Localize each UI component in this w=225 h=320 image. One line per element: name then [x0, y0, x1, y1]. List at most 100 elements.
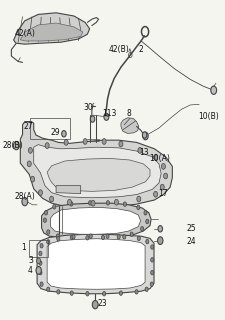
- Circle shape: [145, 239, 148, 244]
- Text: 4: 4: [28, 266, 33, 275]
- Circle shape: [114, 199, 118, 205]
- Circle shape: [150, 245, 153, 249]
- Circle shape: [102, 139, 106, 144]
- Circle shape: [119, 291, 122, 295]
- Circle shape: [52, 204, 56, 209]
- Circle shape: [163, 173, 167, 179]
- Circle shape: [70, 202, 72, 206]
- Circle shape: [157, 226, 162, 232]
- Circle shape: [44, 211, 47, 215]
- Polygon shape: [120, 118, 138, 133]
- Polygon shape: [50, 207, 140, 234]
- Circle shape: [67, 199, 71, 205]
- Circle shape: [140, 227, 143, 231]
- Circle shape: [56, 234, 59, 238]
- Text: 29: 29: [50, 128, 60, 137]
- Circle shape: [210, 86, 216, 94]
- Text: 17: 17: [158, 189, 167, 198]
- Polygon shape: [37, 234, 153, 294]
- Circle shape: [27, 161, 31, 167]
- Text: 30: 30: [83, 103, 93, 112]
- Circle shape: [45, 143, 49, 148]
- Circle shape: [130, 232, 133, 236]
- Circle shape: [36, 258, 40, 264]
- Text: 42(B): 42(B): [108, 45, 128, 54]
- Circle shape: [47, 230, 50, 234]
- Text: 24: 24: [186, 237, 195, 246]
- Text: 28(B): 28(B): [2, 141, 23, 150]
- Circle shape: [150, 270, 153, 275]
- Circle shape: [83, 139, 87, 144]
- Text: 13: 13: [139, 148, 149, 156]
- Circle shape: [118, 141, 122, 147]
- Circle shape: [39, 270, 42, 275]
- Text: 25: 25: [186, 224, 195, 233]
- Circle shape: [144, 287, 148, 292]
- Circle shape: [153, 155, 157, 160]
- Circle shape: [70, 291, 73, 295]
- Polygon shape: [56, 186, 80, 194]
- Circle shape: [161, 164, 165, 169]
- Circle shape: [28, 148, 32, 153]
- Circle shape: [106, 201, 109, 205]
- Circle shape: [49, 196, 53, 202]
- Text: 113: 113: [102, 109, 116, 118]
- Circle shape: [56, 290, 60, 294]
- Circle shape: [40, 282, 43, 286]
- Circle shape: [122, 235, 125, 239]
- Circle shape: [136, 196, 140, 202]
- Text: 8: 8: [126, 109, 130, 118]
- Circle shape: [142, 132, 148, 140]
- Circle shape: [145, 219, 148, 224]
- Bar: [29, 240, 48, 257]
- Circle shape: [30, 176, 34, 182]
- Circle shape: [88, 201, 91, 205]
- Circle shape: [47, 240, 50, 244]
- Circle shape: [106, 234, 109, 238]
- Text: 42(A): 42(A): [14, 29, 35, 38]
- Text: 10(A): 10(A): [149, 154, 170, 163]
- Circle shape: [43, 218, 46, 222]
- Circle shape: [40, 244, 43, 248]
- Circle shape: [72, 235, 75, 239]
- Polygon shape: [34, 145, 160, 198]
- Text: 27: 27: [23, 122, 33, 131]
- Circle shape: [104, 113, 108, 120]
- Circle shape: [137, 236, 140, 241]
- Polygon shape: [47, 158, 149, 191]
- Circle shape: [137, 148, 141, 153]
- Polygon shape: [20, 23, 83, 41]
- Circle shape: [136, 205, 139, 210]
- Circle shape: [153, 191, 157, 197]
- Circle shape: [90, 200, 94, 206]
- Circle shape: [150, 282, 153, 286]
- Text: 23: 23: [97, 300, 106, 308]
- Circle shape: [64, 140, 68, 145]
- Circle shape: [22, 197, 28, 206]
- Circle shape: [143, 211, 146, 215]
- Circle shape: [157, 237, 162, 244]
- Polygon shape: [41, 203, 151, 238]
- Circle shape: [56, 236, 60, 241]
- Circle shape: [86, 236, 89, 240]
- Polygon shape: [47, 239, 144, 289]
- Polygon shape: [14, 13, 89, 44]
- Circle shape: [61, 131, 66, 137]
- Circle shape: [92, 300, 98, 309]
- Text: 3: 3: [28, 256, 33, 265]
- Circle shape: [150, 258, 153, 262]
- Circle shape: [13, 141, 19, 150]
- Circle shape: [142, 132, 146, 138]
- Circle shape: [39, 251, 42, 256]
- Text: 2: 2: [138, 45, 143, 54]
- Circle shape: [102, 292, 105, 296]
- Circle shape: [47, 287, 50, 292]
- Bar: [30, 118, 69, 139]
- Circle shape: [36, 267, 41, 274]
- Text: 28(A): 28(A): [14, 192, 35, 201]
- Circle shape: [101, 235, 104, 240]
- Text: 10(B): 10(B): [197, 112, 218, 121]
- Circle shape: [70, 235, 73, 240]
- Circle shape: [89, 234, 92, 238]
- Circle shape: [123, 202, 126, 206]
